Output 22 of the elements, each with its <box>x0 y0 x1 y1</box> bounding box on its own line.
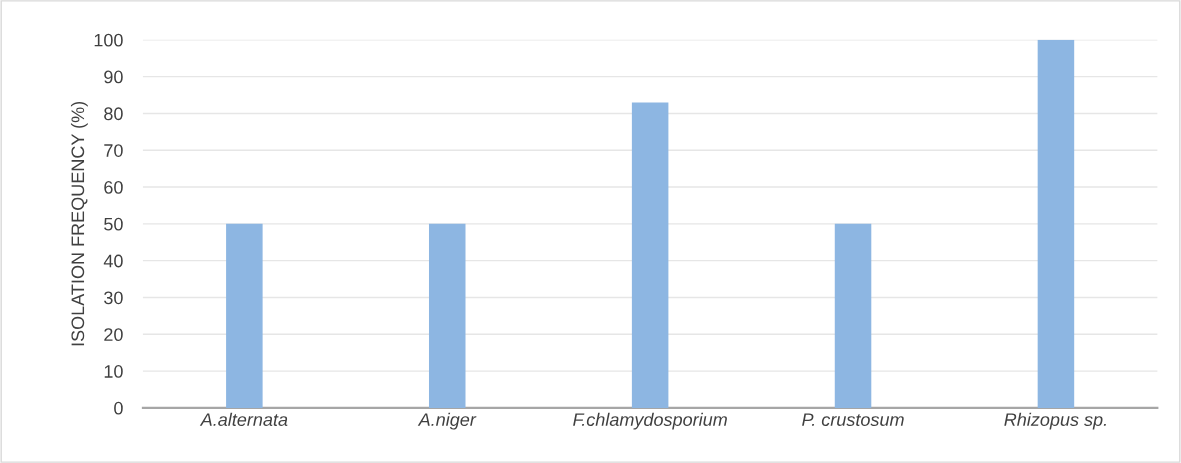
bar <box>1037 39 1075 408</box>
y-tick-label: 50 <box>104 217 123 231</box>
y-tick-label: 0 <box>114 401 123 415</box>
y-tick-label: 80 <box>104 107 123 121</box>
bar <box>428 223 466 408</box>
bar <box>226 223 263 408</box>
x-tick-label: F.chlamydosporium <box>573 412 727 430</box>
y-tick-label: 70 <box>104 144 123 157</box>
y-tick-label: 60 <box>104 180 123 194</box>
x-tick-label: P. crustosum <box>802 413 904 427</box>
y-tick-label: 90 <box>104 70 123 84</box>
y-tick-label: 40 <box>103 254 123 268</box>
bar <box>631 102 669 408</box>
x-tick-label: A.alternata <box>199 412 288 427</box>
x-tick-label: Rhizopus sp. <box>1004 412 1106 430</box>
y-axis-title: ISOLATION FREQUENCY (%) <box>70 101 88 346</box>
y-tick-label: 10 <box>104 365 123 378</box>
y-tick-label: 20 <box>104 328 123 342</box>
bar <box>834 223 872 408</box>
x-tick-label: A.niger <box>417 412 477 430</box>
y-tick-label: 30 <box>104 291 123 305</box>
y-tick-label: 100 <box>94 33 123 47</box>
